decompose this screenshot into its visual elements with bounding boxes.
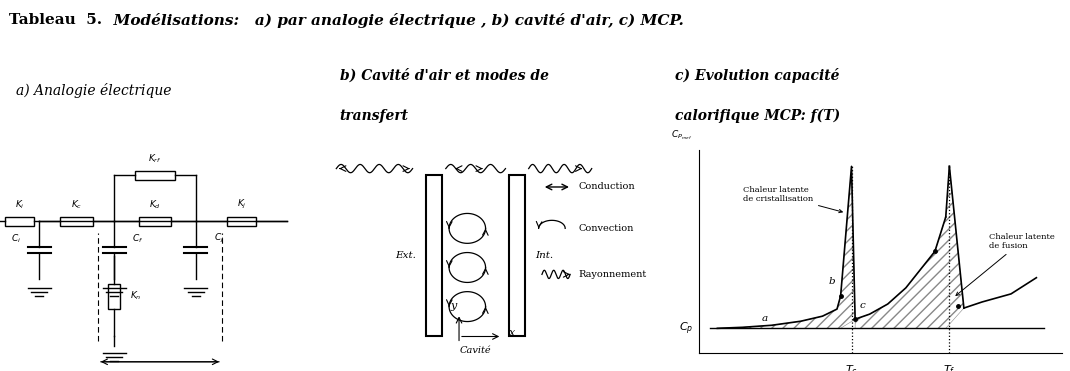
Text: Ext.: Ext. [395,252,416,260]
Text: $K_i$: $K_i$ [15,199,25,211]
Text: $K_j$: $K_j$ [236,198,246,211]
Text: c) Evolution capacité: c) Evolution capacité [674,68,839,83]
Text: transfert: transfert [339,109,409,123]
Bar [60,217,93,226]
Text: Cavité: Cavité [460,346,491,355]
Text: Rayonnement: Rayonnement [579,270,646,279]
Bar [108,283,121,309]
Text: $K_n$: $K_n$ [131,290,141,302]
Text: Convection: Convection [579,224,633,233]
Bar [139,217,171,226]
Text: Int.: Int. [535,252,553,260]
Text: b) Cavité d'air et modes de: b) Cavité d'air et modes de [339,69,549,83]
Bar [5,217,34,226]
Text: $K_{rf}$: $K_{rf}$ [149,153,162,165]
Text: y: y [450,301,457,311]
Text: $C_j$: $C_j$ [214,232,224,245]
Bar [227,217,256,226]
Text: $C_i$: $C_i$ [11,233,21,245]
Text: $K_d$: $K_d$ [149,199,160,211]
Text: a) Analogie électrique: a) Analogie électrique [16,83,172,98]
Text: Tableau  5.: Tableau 5. [9,13,102,27]
Text: Modélisations:   a) par analogie électrique , b) cavité d'air, c) MCP.: Modélisations: a) par analogie électriqu… [103,13,684,28]
Text: $C_f$: $C_f$ [133,233,143,245]
Text: Conduction: Conduction [579,183,636,191]
Text: calorifique MCP: f(T): calorifique MCP: f(T) [674,109,840,123]
Bar [136,171,174,180]
Text: x: x [509,328,515,338]
Text: $K_c$: $K_c$ [71,199,82,211]
Bar [509,175,525,336]
Bar [426,175,443,336]
